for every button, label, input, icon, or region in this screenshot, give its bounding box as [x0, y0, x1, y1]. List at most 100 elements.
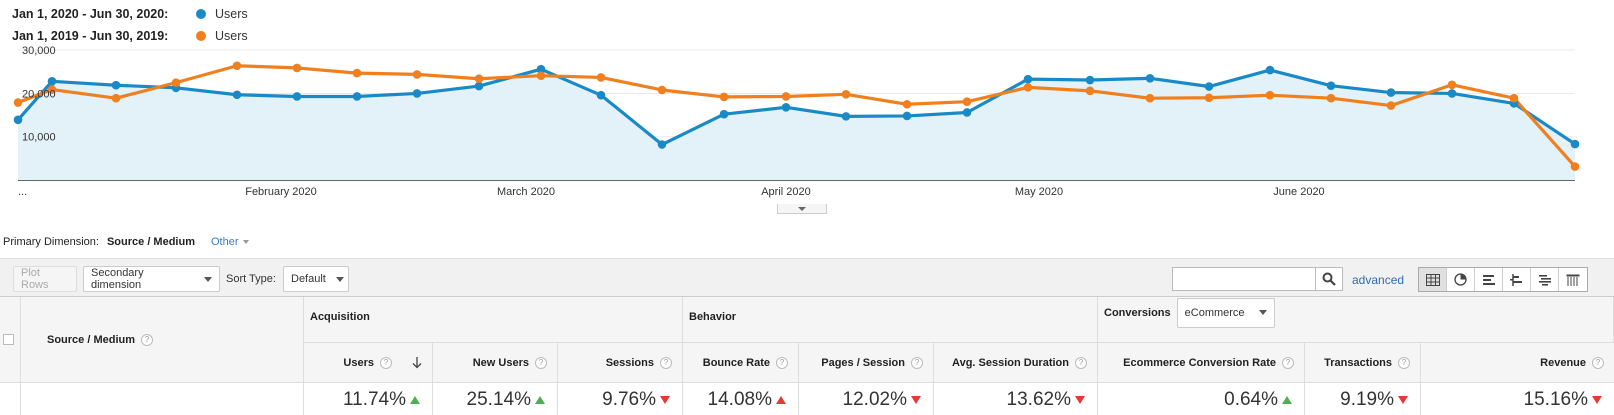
- series-0-point: [1145, 73, 1155, 83]
- trend-down-icon: [911, 395, 921, 404]
- trend-down-icon: [660, 395, 670, 404]
- column-label-avg-session-duration: Avg. Session Duration: [952, 357, 1069, 369]
- series-0-point: [962, 108, 972, 117]
- series-1-point: [171, 78, 181, 87]
- series-0-point: [232, 90, 242, 100]
- column-header-users[interactable]: Users?: [304, 343, 433, 383]
- series-1-point: [1447, 80, 1457, 90]
- advanced-filter-link[interactable]: advanced: [1352, 273, 1405, 287]
- total-bounce-rate-value: 14.08%: [707, 388, 772, 410]
- column-header-avg-session-duration[interactable]: Avg. Session Duration?: [934, 343, 1098, 383]
- series-0-point: [1085, 75, 1095, 85]
- total-avg-session-duration: 13.62%: [934, 383, 1098, 415]
- column-header-transactions[interactable]: Transactions?: [1305, 343, 1421, 383]
- series-1-point: [111, 93, 121, 103]
- series-1-point: [1085, 86, 1095, 96]
- conversions-label: Conversions: [1104, 306, 1171, 319]
- view-pie-button[interactable]: [1447, 268, 1475, 291]
- series-1-point: [1570, 162, 1580, 171]
- view-performance-button[interactable]: [1475, 268, 1503, 291]
- series-1-point: [536, 71, 546, 80]
- primary-dimension-other[interactable]: Other: [211, 236, 249, 248]
- chevron-down-icon: [242, 240, 249, 245]
- legend-dot-2020: [196, 9, 206, 19]
- column-header-new-users[interactable]: New Users?: [433, 343, 558, 383]
- help-icon[interactable]: ?: [1592, 357, 1604, 369]
- totals-dimension-cell: [21, 383, 304, 415]
- primary-dimension-value[interactable]: Source / Medium: [106, 236, 195, 248]
- help-icon[interactable]: ?: [660, 357, 672, 369]
- series-0-point: [1265, 65, 1275, 75]
- search-button[interactable]: [1315, 267, 1343, 291]
- table-search-input[interactable]: [1172, 267, 1342, 291]
- total-sessions-value: 9.76%: [602, 388, 656, 410]
- select-all-checkbox[interactable]: [3, 334, 14, 345]
- help-icon[interactable]: ?: [141, 334, 154, 346]
- secondary-dimension-dropdown[interactable]: Secondary dimension: [83, 266, 220, 292]
- other-dimension-link[interactable]: Other: [211, 236, 239, 248]
- conversions-select-value: eCommerce: [1184, 306, 1245, 319]
- legend-range-2020: Jan 1, 2020 - Jun 30, 2020:: [12, 7, 169, 21]
- column-header-bounce-rate[interactable]: Bounce Rate?: [683, 343, 799, 383]
- view-pivot-button[interactable]: [1559, 268, 1587, 291]
- dimension-header-label: Source / Medium: [47, 334, 136, 346]
- legend-row-2020[interactable]: Jan 1, 2020 - Jun 30, 2020: Users: [12, 3, 248, 25]
- help-icon[interactable]: ?: [1075, 357, 1087, 369]
- series-1-point: [352, 68, 362, 78]
- total-avg-session-duration-value: 13.62%: [1006, 388, 1071, 410]
- total-transactions: 9.19%: [1305, 383, 1421, 415]
- view-table-button[interactable]: [1419, 268, 1447, 291]
- sort-descending-icon: [412, 357, 422, 369]
- x-tick-label: February 2020: [245, 186, 317, 198]
- chart-collapse-handle[interactable]: [777, 204, 827, 214]
- help-icon[interactable]: ?: [911, 357, 923, 369]
- help-icon[interactable]: ?: [776, 357, 788, 369]
- sort-type-dropdown[interactable]: Default: [283, 266, 349, 292]
- chevron-down-icon: [335, 276, 344, 282]
- series-1-point: [292, 63, 302, 73]
- help-icon[interactable]: ?: [1398, 357, 1410, 369]
- help-icon[interactable]: ?: [380, 357, 392, 369]
- users-line-chart[interactable]: 10,000 20,000 30,000... February 2020 March …: [0, 40, 1614, 205]
- view-term-cloud-button[interactable]: [1531, 268, 1559, 291]
- series-1-point: [781, 92, 791, 101]
- series-0-point: [781, 102, 791, 112]
- series-1-point: [1509, 93, 1519, 103]
- total-users: 11.74%: [304, 383, 433, 415]
- acquisition-label: Acquisition: [310, 311, 370, 323]
- column-header-pages-session[interactable]: Pages / Session?: [799, 343, 934, 383]
- conversions-group: Conversions eCommerce: [1098, 297, 1614, 343]
- conversions-goal-dropdown[interactable]: eCommerce: [1176, 297, 1275, 328]
- help-icon[interactable]: ?: [535, 357, 547, 369]
- column-header-ecommerce-conversion-rate[interactable]: Ecommerce Conversion Rate?: [1098, 343, 1305, 383]
- help-icon[interactable]: ?: [1282, 357, 1294, 369]
- dimension-header-cell[interactable]: Source / Medium?: [21, 297, 304, 383]
- column-label-sessions: Sessions: [605, 357, 654, 369]
- column-label-users: Users: [343, 357, 374, 369]
- total-transactions-value: 9.19%: [1340, 388, 1394, 410]
- pivot-icon: [1566, 274, 1580, 286]
- bar-list-icon: [1482, 274, 1495, 285]
- view-comparison-button[interactable]: [1503, 268, 1531, 291]
- series-1-point: [232, 61, 242, 71]
- trend-up-icon: [1282, 395, 1292, 404]
- comparison-icon: [1509, 273, 1522, 286]
- series-0-point: [292, 92, 302, 101]
- totals-select-cell: [0, 383, 21, 415]
- series-1-point: [1326, 93, 1336, 103]
- behavior-label: Behavior: [689, 311, 737, 323]
- select-all-cell: [0, 297, 21, 383]
- legend-row-2019[interactable]: Jan 1, 2019 - Jun 30, 2019: Users: [12, 25, 248, 47]
- series-0-point: [1326, 81, 1336, 90]
- secondary-dimension-label: Secondary dimension: [91, 267, 144, 291]
- plot-rows-button[interactable]: Plot Rows: [13, 266, 77, 292]
- chevron-down-icon: [1258, 310, 1267, 315]
- column-header-revenue[interactable]: Revenue?: [1421, 343, 1614, 383]
- series-1-point: [657, 85, 667, 95]
- series-1-point: [412, 70, 422, 79]
- series-1-point: [47, 85, 57, 94]
- series-1-point: [1265, 90, 1275, 100]
- trend-up-icon: [776, 395, 786, 404]
- sort-type-label: Sort Type:: [226, 273, 276, 285]
- column-header-sessions[interactable]: Sessions?: [558, 343, 683, 383]
